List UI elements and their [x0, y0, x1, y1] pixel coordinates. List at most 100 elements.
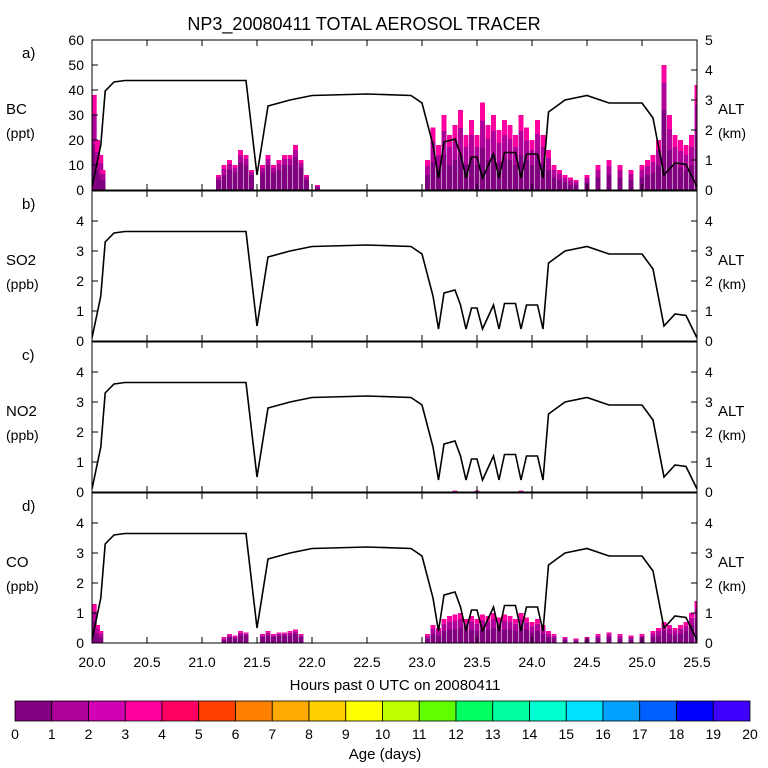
y-tick-label: 2 — [76, 424, 84, 440]
bar-young-6 — [227, 160, 232, 164]
bar-young-47 — [568, 177, 573, 181]
bar-mid-7 — [232, 168, 238, 173]
bar-old-30 — [502, 629, 507, 643]
bar-young-47 — [639, 634, 645, 636]
bar-old-6 — [227, 170, 232, 190]
x-tick-label: 22.5 — [353, 654, 380, 670]
bar-old-0 — [92, 145, 97, 190]
bar-young-58 — [661, 65, 667, 83]
bar-old-46 — [562, 182, 568, 190]
colorbar-tick-label: 7 — [268, 726, 276, 742]
bar-young-41 — [535, 120, 540, 134]
bar-old-20 — [447, 629, 452, 643]
panel-frame — [91, 341, 698, 493]
bar-mid-49 — [656, 631, 661, 636]
bar-mid-30 — [474, 147, 480, 165]
bar-old-34 — [524, 629, 529, 643]
bar-young-28 — [463, 135, 469, 147]
species-units: (ppb) — [6, 578, 39, 594]
bar-old-2 — [98, 637, 104, 643]
x-tick-label: 21.0 — [188, 654, 215, 670]
bar-mid-61 — [678, 151, 683, 168]
bar-young-48 — [573, 180, 579, 182]
bar-young-5 — [232, 635, 238, 637]
bar-young-25 — [474, 619, 480, 624]
bar-young-12 — [265, 155, 271, 159]
colorbar-swatch-4 — [161, 700, 200, 722]
bar-old-39 — [524, 160, 529, 190]
bar-mid-56 — [694, 608, 697, 619]
bar-old-51 — [667, 634, 672, 643]
bar-young-38 — [546, 631, 551, 634]
x-tick-label: 20.5 — [133, 654, 160, 670]
alt-tick-label: 2 — [705, 273, 713, 289]
bar-young-13 — [271, 165, 276, 168]
colorbar-tick-label: 18 — [669, 726, 685, 742]
alt-tick-label: 3 — [705, 92, 713, 108]
colorbar-label: Age (days) — [349, 746, 422, 763]
bar-young-52 — [672, 628, 678, 631]
panel-label: a) — [22, 45, 35, 62]
y-tick-label: 2 — [76, 273, 84, 289]
colorbar-swatch-17 — [639, 700, 677, 722]
bar-mid-38 — [546, 633, 551, 637]
colorbar-swatch-10 — [382, 700, 420, 722]
bar-old-64 — [694, 135, 697, 190]
bar-old-13 — [271, 172, 276, 190]
bar-old-35 — [502, 157, 507, 190]
species-name: NO2 — [6, 403, 37, 420]
bar-old-58 — [661, 110, 667, 190]
bar-old-10 — [249, 175, 254, 190]
alt-tick-label: 2 — [705, 122, 713, 138]
bar-young-36 — [507, 125, 513, 139]
bar-old-50 — [661, 631, 667, 643]
alt-tick-label: 1 — [705, 605, 713, 621]
bar-mid-54 — [639, 170, 645, 178]
panel-so2: 0 1 2 3 4 0 1 2 3 4 b) SO2 (ppb) ALT (km) — [6, 190, 746, 349]
bar-young-21 — [452, 614, 458, 621]
bar-old-39 — [551, 638, 557, 643]
colorbar-tick-label: 15 — [558, 726, 574, 742]
bar-mid-46 — [628, 636, 634, 640]
bar-old-26 — [480, 629, 485, 643]
colorbar-swatch-12 — [455, 700, 494, 722]
bar-old-53 — [678, 634, 683, 643]
panel-frame — [91, 492, 698, 644]
bar-mid-39 — [551, 635, 557, 639]
bar-young-11 — [276, 632, 282, 634]
bar-old-52 — [617, 177, 623, 190]
colorbar-tick-label: 5 — [195, 726, 203, 742]
bar-mid-17 — [293, 150, 298, 158]
bar-mid-12 — [265, 159, 271, 165]
bar-old-57 — [656, 165, 661, 190]
colorbar-swatch-11 — [418, 700, 457, 722]
bar-old-43 — [546, 170, 551, 190]
bar-mid-35 — [502, 135, 507, 158]
bar-young-4 — [216, 175, 221, 177]
colorbar-swatch-1 — [51, 700, 89, 722]
x-tick-label: 25.5 — [683, 654, 710, 670]
colorbar-tick-label: 12 — [448, 726, 464, 742]
bar-old-8 — [260, 637, 265, 643]
bar-young-36 — [535, 619, 540, 624]
bar-mid-33 — [491, 131, 496, 155]
bar-mid-38 — [518, 131, 524, 155]
bar-young-56 — [694, 601, 697, 609]
bar-old-36 — [507, 160, 513, 190]
colorbar-tick-label: 9 — [342, 726, 350, 742]
bar-young-44 — [606, 632, 612, 635]
altitude-line — [92, 230, 697, 339]
bar-old-11 — [276, 635, 282, 643]
bar-mid-59 — [667, 129, 672, 150]
bar-mid-16 — [287, 159, 293, 165]
panel-data — [92, 532, 697, 643]
bar-mid-21 — [452, 620, 458, 630]
bar-young-45 — [617, 634, 623, 636]
bar-young-43 — [546, 150, 551, 158]
bar-young-33 — [491, 115, 496, 131]
bar-mid-34 — [496, 143, 502, 163]
bar-old-3 — [100, 180, 106, 190]
alt-tick-label: 4 — [705, 62, 713, 78]
bar-mid-11 — [276, 633, 282, 636]
